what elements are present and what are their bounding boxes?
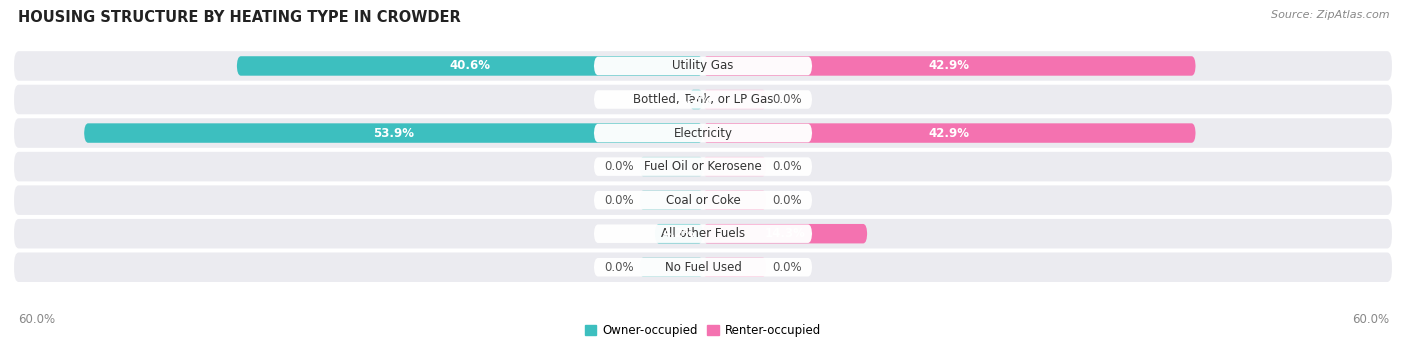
FancyBboxPatch shape <box>689 90 703 109</box>
FancyBboxPatch shape <box>593 224 813 243</box>
FancyBboxPatch shape <box>593 157 813 176</box>
Text: 42.9%: 42.9% <box>929 126 970 139</box>
Text: 0.0%: 0.0% <box>605 194 634 207</box>
Text: 53.9%: 53.9% <box>373 126 413 139</box>
FancyBboxPatch shape <box>593 57 813 75</box>
Text: 14.3%: 14.3% <box>765 227 806 240</box>
Text: 0.0%: 0.0% <box>605 160 634 173</box>
Text: 0.0%: 0.0% <box>772 93 801 106</box>
Text: Source: ZipAtlas.com: Source: ZipAtlas.com <box>1271 10 1389 20</box>
FancyBboxPatch shape <box>640 157 703 176</box>
Text: 0.0%: 0.0% <box>772 160 801 173</box>
Text: 0.0%: 0.0% <box>772 194 801 207</box>
Text: Fuel Oil or Kerosene: Fuel Oil or Kerosene <box>644 160 762 173</box>
FancyBboxPatch shape <box>593 258 813 276</box>
FancyBboxPatch shape <box>14 85 1392 114</box>
FancyBboxPatch shape <box>703 257 766 277</box>
FancyBboxPatch shape <box>14 219 1392 249</box>
Text: Coal or Coke: Coal or Coke <box>665 194 741 207</box>
Text: 1.2%: 1.2% <box>679 93 713 106</box>
FancyBboxPatch shape <box>703 123 1195 143</box>
FancyBboxPatch shape <box>655 224 703 243</box>
FancyBboxPatch shape <box>593 124 813 142</box>
FancyBboxPatch shape <box>14 152 1392 181</box>
Text: 60.0%: 60.0% <box>1353 313 1389 326</box>
FancyBboxPatch shape <box>14 253 1392 282</box>
Text: 0.0%: 0.0% <box>772 261 801 274</box>
FancyBboxPatch shape <box>640 190 703 210</box>
Text: Electricity: Electricity <box>673 126 733 139</box>
FancyBboxPatch shape <box>703 56 1195 76</box>
FancyBboxPatch shape <box>84 123 703 143</box>
FancyBboxPatch shape <box>640 257 703 277</box>
Text: 42.9%: 42.9% <box>929 59 970 72</box>
FancyBboxPatch shape <box>14 185 1392 215</box>
Text: 60.0%: 60.0% <box>18 313 55 326</box>
Text: Utility Gas: Utility Gas <box>672 59 734 72</box>
Text: HOUSING STRUCTURE BY HEATING TYPE IN CROWDER: HOUSING STRUCTURE BY HEATING TYPE IN CRO… <box>18 10 461 25</box>
FancyBboxPatch shape <box>14 51 1392 81</box>
Text: 40.6%: 40.6% <box>450 59 491 72</box>
FancyBboxPatch shape <box>703 190 766 210</box>
Text: All other Fuels: All other Fuels <box>661 227 745 240</box>
FancyBboxPatch shape <box>236 56 703 76</box>
FancyBboxPatch shape <box>593 90 813 109</box>
Text: No Fuel Used: No Fuel Used <box>665 261 741 274</box>
FancyBboxPatch shape <box>14 118 1392 148</box>
FancyBboxPatch shape <box>703 157 766 176</box>
FancyBboxPatch shape <box>703 224 868 243</box>
Text: 4.2%: 4.2% <box>662 227 695 240</box>
FancyBboxPatch shape <box>703 90 766 109</box>
FancyBboxPatch shape <box>593 191 813 209</box>
Text: Bottled, Tank, or LP Gas: Bottled, Tank, or LP Gas <box>633 93 773 106</box>
Text: 0.0%: 0.0% <box>605 261 634 274</box>
Legend: Owner-occupied, Renter-occupied: Owner-occupied, Renter-occupied <box>579 319 827 340</box>
